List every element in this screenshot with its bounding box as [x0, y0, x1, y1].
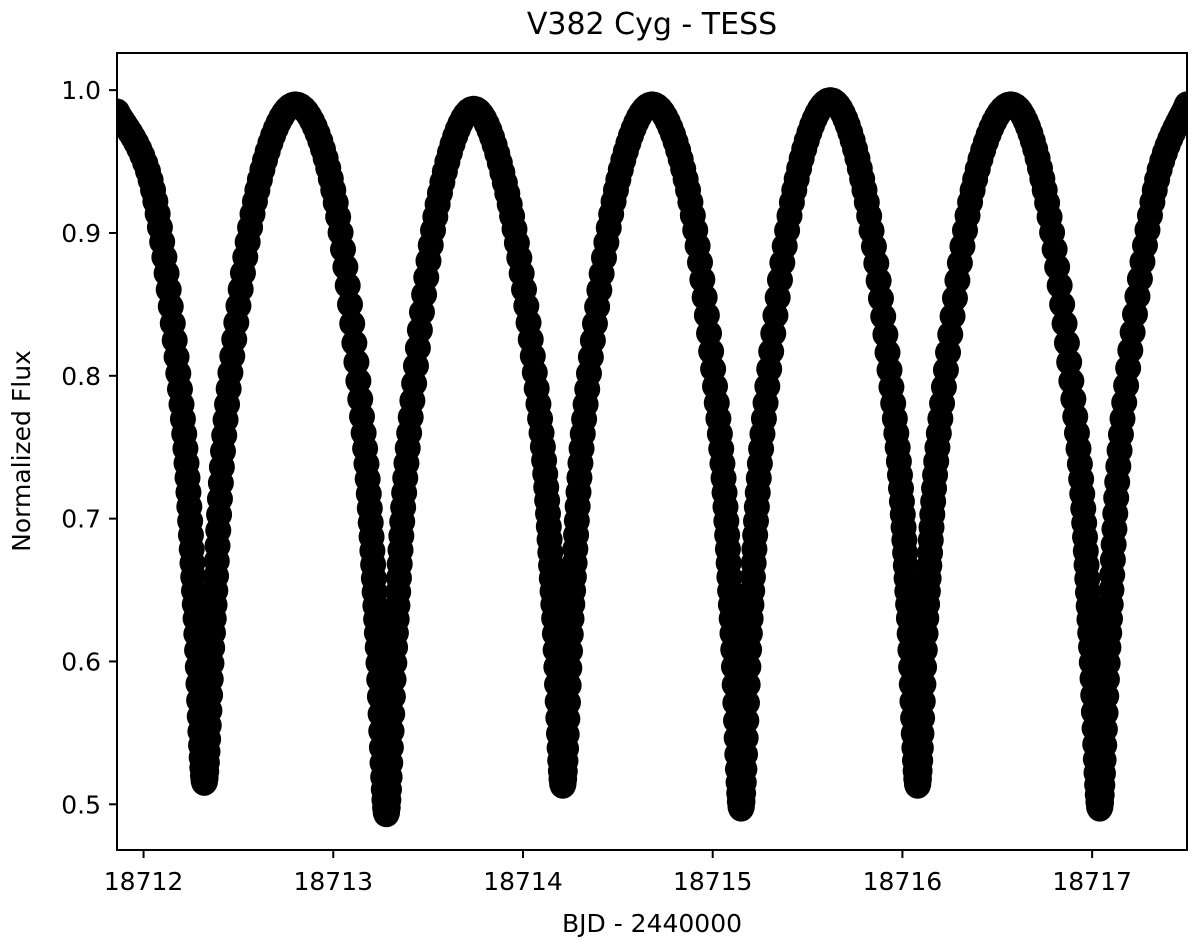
y-tick-label: 0.7 — [61, 505, 101, 534]
y-tick-label: 1.0 — [61, 76, 101, 105]
data-point — [343, 349, 370, 376]
y-tick-label: 0.9 — [61, 219, 101, 248]
data-point — [337, 291, 363, 318]
data-point — [1053, 329, 1080, 356]
data-point — [1046, 272, 1073, 299]
y-axis: 0.5 0.6 0.7 0.8 0.9 1.0 — [61, 76, 117, 819]
data-point — [1174, 91, 1187, 118]
x-tick-label: 18715 — [673, 867, 753, 896]
data-point — [339, 310, 366, 337]
data-point — [1049, 291, 1076, 318]
y-tick-label: 0.6 — [61, 647, 101, 676]
data-point — [341, 329, 368, 356]
data-layer — [117, 87, 1187, 828]
plot-frame — [116, 52, 1188, 851]
data-point — [1051, 310, 1078, 337]
data-point — [334, 272, 361, 299]
y-tick-label: 0.8 — [61, 362, 101, 391]
x-tick-label: 18712 — [104, 867, 184, 896]
y-tick-label: 0.5 — [61, 790, 101, 819]
chart-title: V382 Cyg - TESS — [527, 7, 777, 42]
x-axis: 18712 18713 18714 18715 18716 18717 — [104, 850, 1132, 896]
y-axis-title: Normalized Flux — [7, 350, 36, 552]
x-tick-label: 18713 — [294, 867, 374, 896]
data-point — [1056, 349, 1083, 376]
x-tick-label: 18714 — [483, 867, 563, 896]
x-tick-label: 18716 — [863, 867, 943, 896]
x-tick-label: 18717 — [1052, 867, 1132, 896]
x-axis-title: BJD - 2440000 — [562, 909, 742, 938]
